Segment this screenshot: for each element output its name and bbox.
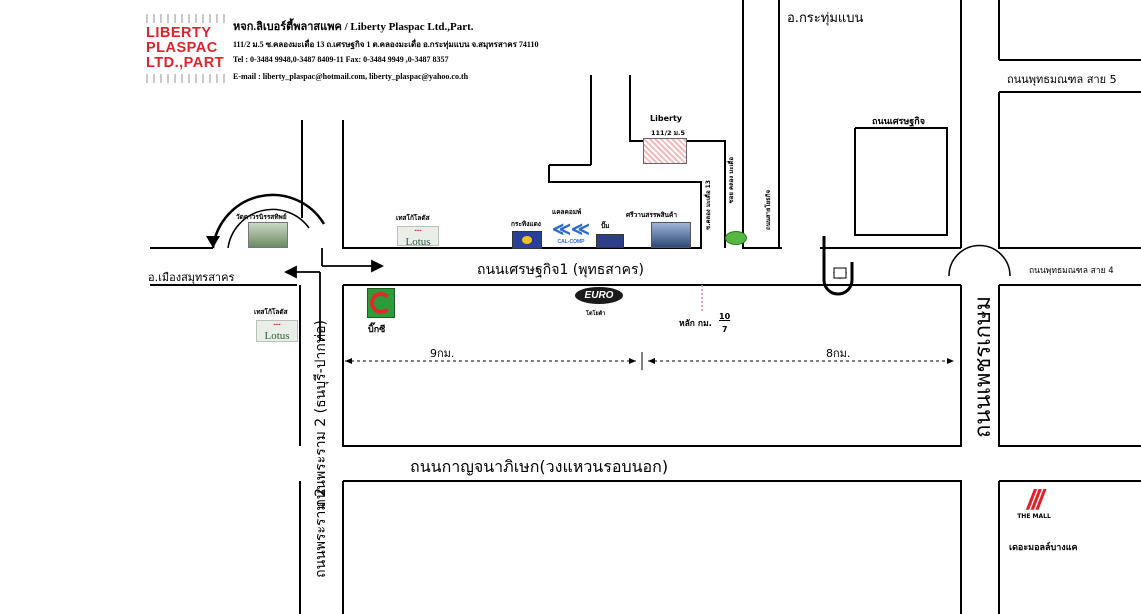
green-logo-icon bbox=[725, 231, 747, 245]
label-kratumbaen: อ.กระทุ่มแบน bbox=[787, 11, 864, 26]
company-phone: Tel : 0-3484 9948,0-3487 8409-11 Fax: 0-… bbox=[233, 55, 449, 64]
label-phraram2-bottom: ถนนพระราม 2 bbox=[313, 488, 329, 578]
liberty-label: Liberty bbox=[650, 114, 682, 123]
krathing-label: กระทิงแดง bbox=[511, 220, 541, 228]
temple-icon bbox=[248, 222, 288, 248]
wat-label: วัดดาวรนิรรสทิพย์ bbox=[236, 213, 287, 221]
the-mall-label: เดอะมอลล์บางแค bbox=[1009, 543, 1078, 553]
bigc-icon bbox=[367, 288, 395, 318]
label-phutthamonthon4: ถนนพุทธมณฑล สาย 4 bbox=[1029, 266, 1114, 276]
label-soi-side: ถนนสายโยธกิจ bbox=[765, 190, 772, 230]
label-phetkasem: ถนนเพชรเกษม bbox=[971, 296, 996, 439]
sriwanna-label: ศรีวานสรรพสินค้า bbox=[626, 211, 678, 219]
company-logo: LIBERTY PLASPAC LTD.,PART bbox=[146, 14, 226, 86]
company-name: หจก.ลิเบอร์ตี้พลาสแพค / Liberty Plaspac … bbox=[233, 21, 474, 33]
label-kanchanaphisek: ถนนกาญจนาภิเษก(วงแหวนรอบนอก) bbox=[410, 457, 669, 476]
logo-line-3: LTD.,PART bbox=[146, 55, 225, 71]
label-setthakit1: ถนนเศรษฐกิจ1 (พุทธสาคร) bbox=[477, 262, 645, 278]
the-mall-logo-icon: /// THE MALL bbox=[1011, 486, 1057, 521]
mall-logo-text: THE MALL bbox=[1017, 513, 1051, 520]
euro-logo-icon: EURO bbox=[575, 287, 623, 304]
lotus-top-text: Lotus bbox=[405, 236, 431, 248]
logo-line-1: LIBERTY bbox=[146, 25, 212, 41]
label-setthakit-small: ถนนเศรษฐกิจ bbox=[872, 117, 925, 127]
lotus-top-label: เทสโก้โลตัส bbox=[396, 214, 430, 222]
company-address: 111/2 ม.5 ซ.คลองมะเดื่อ 13 ถ.เศรษฐกิจ 1 … bbox=[233, 40, 539, 49]
liberty-building-icon bbox=[643, 138, 687, 164]
label-soi-khlong13: ซ.คลอง มะเดื่อ 13 bbox=[705, 180, 712, 230]
liberty-address: 111/2 ม.5 bbox=[651, 129, 686, 137]
label-soi-khlong: ซอย คลอง มะเดื่อ bbox=[728, 157, 735, 204]
krathing-icon bbox=[512, 231, 542, 249]
logo-line-2: PLASPAC bbox=[146, 40, 218, 56]
gas-station-icon bbox=[596, 234, 624, 248]
km-marker-number: 10 bbox=[719, 312, 731, 321]
store-building-icon bbox=[651, 222, 691, 248]
label-mueang-samutsakhon: อ.เมืองสมุทรสาคร bbox=[148, 271, 235, 284]
bigc-label: บิ๊กซี bbox=[368, 325, 386, 335]
calcomp-logo-icon: ≪≪ CAL-COMP bbox=[552, 219, 590, 245]
distance-right: 8กม. bbox=[826, 347, 851, 360]
pump-label: ปั๊ม bbox=[601, 222, 610, 230]
lotus-left-label: เทสโก้โลตัส bbox=[254, 308, 288, 316]
distance-left: 9กม. bbox=[430, 347, 455, 360]
lotus-left-logo: ▪▪▪▪ Lotus bbox=[256, 320, 298, 342]
lotus-top-logo: ▪▪▪▪ Lotus bbox=[397, 226, 439, 248]
company-email: E-mail : liberty_plaspac@hotmail.com, li… bbox=[233, 72, 469, 81]
euro-label: โตโยต้า bbox=[586, 311, 606, 317]
lotus-left-text: Lotus bbox=[264, 330, 290, 342]
label-phraram2-top: ถนนพระราม 2 (ธนบุรี-ปากท่อ) bbox=[313, 320, 329, 508]
km-marker-label: หลัก กม. bbox=[679, 319, 712, 329]
km-marker-sub: 7 bbox=[722, 325, 728, 334]
label-phutthamonthon5: ถนนพุทธมณฑล สาย 5 bbox=[1007, 73, 1117, 86]
calcomp-label: แคลคอมพ์ bbox=[552, 208, 582, 216]
